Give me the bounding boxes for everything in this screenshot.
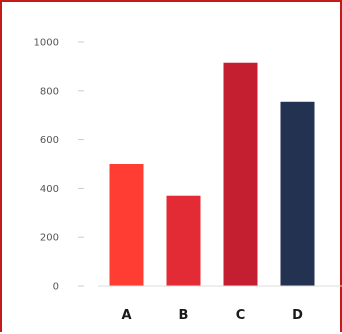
y-tick-label: 1000: [34, 38, 59, 49]
x-tick-label: B: [179, 308, 189, 323]
y-tick-label: 600: [40, 135, 59, 146]
x-tick-label: D: [292, 308, 303, 323]
y-tick-label: 400: [40, 184, 59, 195]
y-tick-label: 200: [40, 233, 59, 244]
y-tick-label: 0: [53, 282, 59, 293]
y-tick-label: 800: [40, 86, 59, 97]
bars: [109, 62, 315, 286]
bar-d: [280, 101, 315, 286]
x-tick-label: C: [236, 308, 246, 323]
x-tick-label: A: [121, 308, 131, 323]
x-axis: A B C D: [98, 285, 342, 323]
bar-c: [223, 62, 258, 286]
bar-a: [109, 164, 144, 286]
bar-b: [166, 195, 201, 286]
y-axis: 0 200 400 600 800 1000: [34, 38, 84, 293]
